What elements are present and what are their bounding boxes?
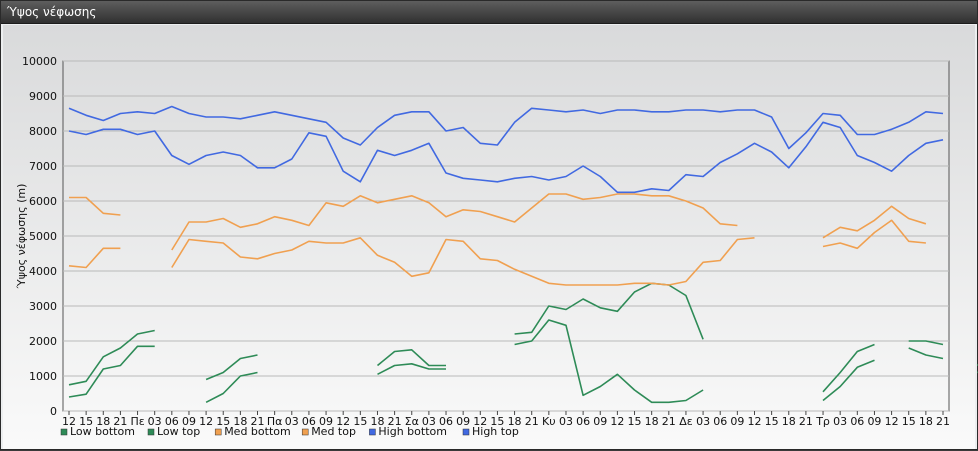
x-tick-label: 15 [353, 415, 367, 428]
legend-swatch [147, 428, 155, 436]
series-line-low-top [68, 282, 978, 393]
x-tick-label: Πε [130, 415, 144, 428]
x-tick-label: 21 [388, 415, 402, 428]
y-tick-label: 3000 [29, 300, 57, 313]
x-tick-label: 15 [79, 415, 93, 428]
legend-swatch [462, 428, 470, 436]
x-tick-label: 21 [662, 415, 676, 428]
x-tick-label: 06 [165, 415, 179, 428]
x-tick-label: 15 [490, 415, 504, 428]
x-tick-label: 15 [902, 415, 916, 428]
y-tick-label: 7000 [29, 160, 57, 173]
x-tick-label: 12 [610, 415, 624, 428]
x-tick-label: 09 [182, 415, 196, 428]
x-tick-label: 03 [833, 415, 847, 428]
x-tick-label: Τρ [815, 415, 830, 428]
x-tick-label: 12 [885, 415, 899, 428]
legend-entry: Low top [157, 425, 200, 438]
x-tick-label: 18 [645, 415, 659, 428]
x-tick-label: Πα [267, 415, 283, 428]
legend-swatch [214, 428, 222, 436]
y-tick-label: 5000 [29, 230, 57, 243]
legend-swatch [301, 428, 309, 436]
x-tick-label: 03 [559, 415, 573, 428]
y-tick-label: 8000 [29, 125, 57, 138]
x-tick-label: 21 [799, 415, 813, 428]
x-tick-label: 21 [936, 415, 950, 428]
y-tick-label: 2000 [29, 335, 57, 348]
y-tick-label: 0 [50, 405, 57, 418]
x-tick-label: 09 [593, 415, 607, 428]
x-tick-label: 15 [765, 415, 779, 428]
x-tick-label: 15 [628, 415, 642, 428]
x-tick-label: 21 [251, 415, 265, 428]
x-tick-label: 06 [439, 415, 453, 428]
x-tick-label: 12 [336, 415, 350, 428]
x-tick-label: 09 [319, 415, 333, 428]
series-line-med-top [69, 193, 927, 251]
legend-swatch [60, 428, 68, 436]
y-tick-label: 1000 [29, 370, 57, 383]
x-tick-label: 09 [456, 415, 470, 428]
legend-entry: Low bottom [70, 425, 135, 438]
x-tick-label: 12 [62, 415, 76, 428]
legend-entry: High bottom [378, 425, 447, 438]
x-tick-label: 06 [576, 415, 590, 428]
window-title: Ύψος νέφωσης [7, 5, 97, 19]
legend-swatch [369, 428, 376, 436]
x-tick-label: 03 [422, 415, 436, 428]
x-tick-label: 12 [747, 415, 761, 428]
x-tick-label: 21 [525, 415, 539, 428]
x-tick-label: 06 [713, 415, 727, 428]
x-tick-label: 03 [148, 415, 162, 428]
x-tick-label: 12 [199, 415, 213, 428]
y-axis-title: Ύψος νέφωσης (m) [15, 184, 28, 290]
legend-entry: Med bottom [224, 425, 291, 438]
y-tick-label: 9000 [29, 90, 57, 103]
legend-entry: Med top [311, 425, 356, 438]
y-tick-label: 6000 [29, 195, 57, 208]
series-line-low-bottom [68, 319, 978, 404]
x-tick-label: 18 [919, 415, 933, 428]
x-tick-label: Κυ [542, 415, 556, 428]
x-tick-label: 03 [696, 415, 710, 428]
x-tick-label: 03 [285, 415, 299, 428]
y-tick-label: 4000 [29, 265, 57, 278]
x-tick-label: Σα [405, 415, 419, 428]
title-bar: Ύψος νέφωσης [1, 1, 977, 24]
x-tick-label: 18 [370, 415, 384, 428]
x-tick-label: 18 [96, 415, 110, 428]
x-tick-label: 21 [113, 415, 127, 428]
x-tick-label: 06 [302, 415, 316, 428]
x-tick-label: 09 [867, 415, 881, 428]
x-tick-label: 12 [473, 415, 487, 428]
x-tick-label: 09 [730, 415, 744, 428]
x-tick-label: 18 [233, 415, 247, 428]
x-tick-label: Δε [679, 415, 693, 428]
series-line-med-bottom [68, 219, 926, 286]
x-tick-label: 15 [216, 415, 230, 428]
legend-entry: High top [472, 425, 519, 438]
y-tick-label: 10000 [22, 55, 57, 68]
x-tick-label: 18 [508, 415, 522, 428]
series-line-high-top [68, 105, 944, 150]
x-tick-label: 06 [850, 415, 864, 428]
x-tick-label: 18 [782, 415, 796, 428]
series-line-high-bottom [68, 121, 944, 194]
